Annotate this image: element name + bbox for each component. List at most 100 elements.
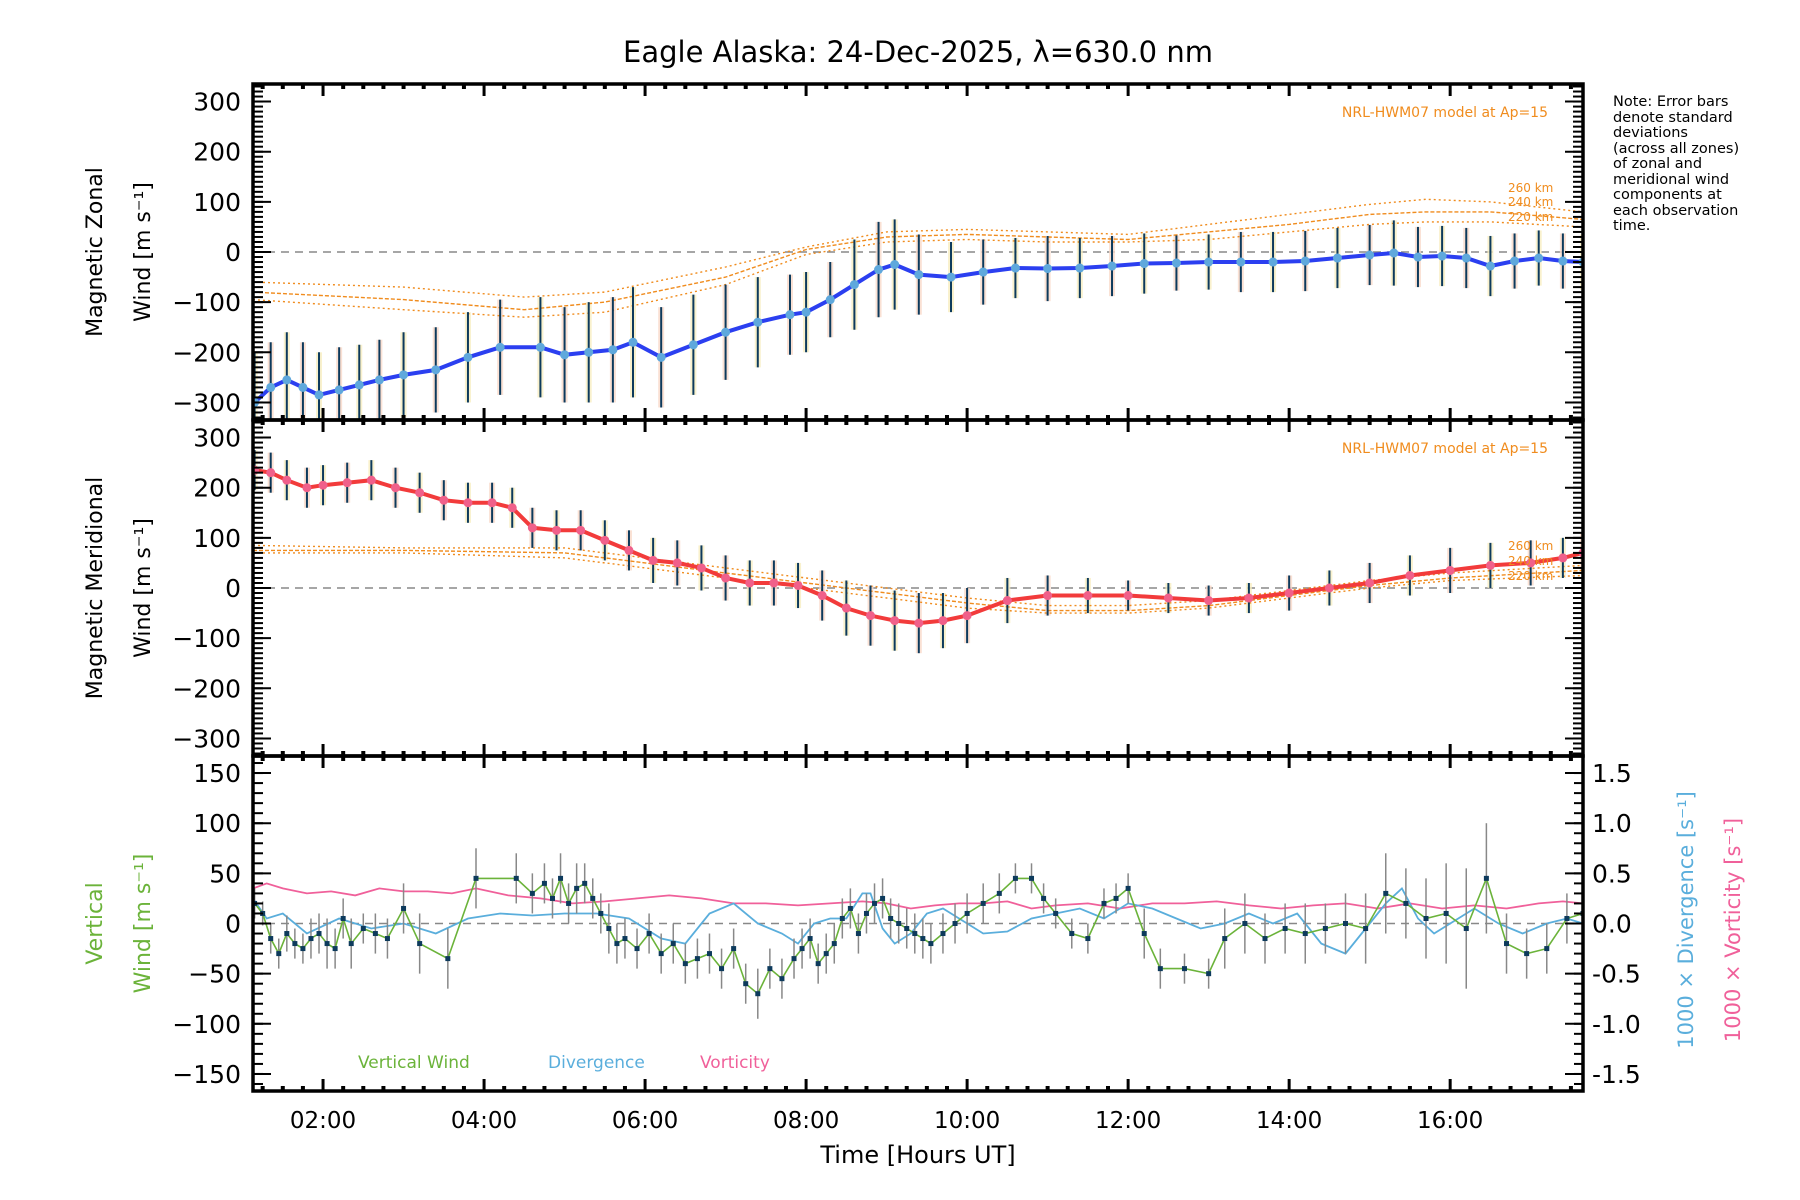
wind-point bbox=[946, 272, 956, 282]
vertical-wind-point bbox=[1125, 885, 1131, 891]
y2-tick-label: -1.5 bbox=[1592, 1060, 1641, 1089]
y-axis-title-line1: Vertical bbox=[83, 882, 108, 964]
wind-point bbox=[1534, 253, 1544, 263]
vertical-wind-point bbox=[928, 941, 934, 947]
panel-vertical: Vertical Wind Divergence Vorticity 1.5 1.0 0.… bbox=[83, 754, 1745, 1169]
wind-point bbox=[1437, 251, 1447, 261]
wind-point bbox=[334, 385, 344, 395]
y-axis-title-line2: Wind [m s⁻¹] bbox=[131, 182, 156, 322]
wind-point bbox=[266, 468, 276, 478]
wind-point bbox=[560, 350, 570, 360]
vertical-wind-point bbox=[1544, 946, 1550, 952]
wind-point bbox=[431, 365, 441, 375]
wind-point bbox=[1389, 248, 1399, 258]
wind-point bbox=[282, 375, 292, 385]
wind-point bbox=[1485, 560, 1495, 570]
wind-point bbox=[439, 495, 449, 505]
wind-point bbox=[302, 483, 312, 493]
y-axis-title-line1: Magnetic Meridional bbox=[83, 477, 108, 699]
vertical-wind-point bbox=[268, 936, 274, 942]
vertical-wind-point bbox=[332, 946, 338, 952]
wind-point bbox=[1510, 256, 1520, 266]
wind-point bbox=[495, 342, 505, 352]
y-tick-label: 200 bbox=[193, 474, 241, 503]
vertical-wind-point bbox=[541, 880, 547, 886]
wind-point bbox=[391, 483, 400, 493]
vertical-wind-point bbox=[980, 900, 986, 906]
model-curve-220-km bbox=[253, 221, 1583, 318]
wind-point bbox=[266, 382, 276, 392]
wind-point bbox=[1075, 263, 1085, 273]
y2-tick-label: 1.5 bbox=[1592, 759, 1632, 788]
wind-point bbox=[628, 337, 638, 347]
vertical-wind-point bbox=[952, 921, 958, 926]
wind-point bbox=[849, 280, 859, 290]
vertical-wind-point bbox=[549, 895, 555, 901]
vertical-wind-point bbox=[847, 905, 853, 911]
vertical-wind-point bbox=[582, 880, 588, 886]
x-tick-label: 12:00 bbox=[1095, 1108, 1161, 1134]
vertical-wind-point bbox=[779, 976, 785, 982]
y-tick-label: 300 bbox=[193, 424, 241, 453]
wind-point bbox=[1526, 558, 1536, 568]
y2-tick-label: 0.0 bbox=[1592, 910, 1632, 939]
altitude-label: 240 km bbox=[1508, 554, 1553, 568]
wind-point bbox=[648, 555, 658, 565]
wind-point bbox=[1002, 596, 1012, 606]
vertical-wind-point bbox=[401, 905, 407, 911]
vertical-wind-point bbox=[823, 951, 829, 957]
vertical-wind-point bbox=[1242, 921, 1248, 926]
vertical-wind-point bbox=[1041, 895, 1047, 901]
wind-point bbox=[745, 578, 755, 588]
vorticity-axis-title: 1000 × Vorticity [s⁻¹] bbox=[1721, 818, 1745, 1042]
y-tick-label: 200 bbox=[193, 138, 241, 167]
vertical-wind-point bbox=[473, 875, 479, 881]
vertical-wind-point bbox=[1423, 915, 1429, 921]
divergence-line bbox=[253, 886, 1583, 955]
vertical-wind-point bbox=[872, 900, 878, 906]
altitude-label: 260 km bbox=[1508, 181, 1553, 195]
vertical-wind-point bbox=[855, 931, 861, 937]
wind-point bbox=[1413, 252, 1423, 262]
vertical-wind-point bbox=[863, 910, 869, 916]
vertical-wind-point bbox=[920, 936, 926, 942]
wind-point bbox=[1558, 256, 1568, 266]
y-tick-label: 50 bbox=[209, 859, 241, 888]
wind-point bbox=[938, 616, 948, 626]
vertical-wind-point bbox=[276, 951, 282, 957]
vertical-wind-point bbox=[658, 951, 664, 957]
wind-point bbox=[1332, 253, 1342, 263]
vertical-wind-point bbox=[1262, 936, 1268, 942]
plot-area-vertical bbox=[253, 823, 1583, 1019]
vertical-wind-point bbox=[1053, 910, 1059, 916]
y-tick-label: −150 bbox=[172, 1060, 241, 1089]
vertical-wind-point bbox=[1069, 931, 1075, 937]
wind-point bbox=[1365, 578, 1375, 588]
vertical-wind-point bbox=[1206, 971, 1212, 977]
wind-point bbox=[793, 580, 803, 590]
y-tick-label: −50 bbox=[188, 960, 241, 989]
altitude-label: 260 km bbox=[1508, 539, 1553, 553]
vertical-wind-point bbox=[1302, 931, 1308, 937]
vertical-wind-point bbox=[324, 941, 330, 947]
wind-point bbox=[672, 558, 682, 568]
altitude-label: 220 km bbox=[1508, 569, 1553, 583]
vertical-wind-point bbox=[348, 941, 354, 947]
wind-point bbox=[282, 475, 292, 485]
divergence-axis-title: 1000 × Divergence [s⁻¹] bbox=[1674, 791, 1698, 1049]
wind-point bbox=[1204, 596, 1214, 606]
vertical-wind-point bbox=[1012, 875, 1018, 881]
model-label: NRL-HWM07 model at Ap=15 bbox=[1342, 105, 1548, 121]
y2-tick-label: -1.0 bbox=[1592, 1010, 1641, 1039]
vertical-wind-point bbox=[340, 915, 346, 921]
wind-point bbox=[1043, 591, 1053, 601]
wind-point bbox=[314, 390, 324, 400]
legend-divergence: Divergence bbox=[548, 1053, 645, 1073]
legend-vorticity: Vorticity bbox=[700, 1053, 770, 1073]
wind-point bbox=[890, 260, 900, 270]
wind-point bbox=[1236, 257, 1246, 267]
vertical-wind-point bbox=[799, 946, 805, 952]
vertical-wind-point bbox=[292, 941, 298, 947]
wind-point bbox=[507, 503, 517, 513]
model-curve-240-km bbox=[253, 211, 1583, 311]
